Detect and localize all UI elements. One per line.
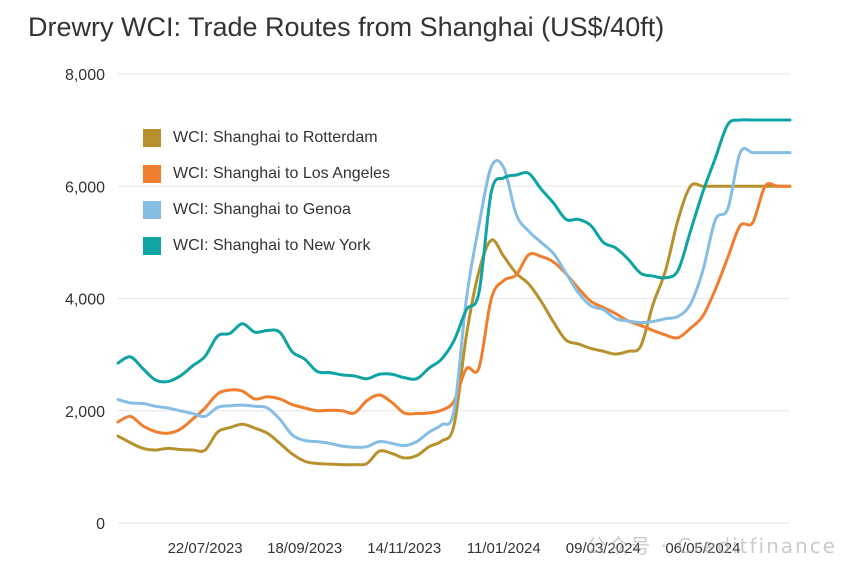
legend-label-genoa: WCI: Shanghai to Genoa — [173, 201, 351, 218]
x-tick-label: 09/03/2024 — [566, 540, 641, 557]
legend-label-los-angeles: WCI: Shanghai to Los Angeles — [173, 165, 391, 182]
y-tick-label: 2,000 — [65, 404, 105, 421]
legend-item-los-angeles[interactable]: WCI: Shanghai to Los Angeles — [143, 156, 390, 192]
legend-item-rotterdam[interactable]: WCI: Shanghai to Rotterdam — [143, 120, 390, 156]
y-tick-label: 8,000 — [65, 67, 105, 84]
series-line-new-york — [116, 118, 792, 384]
chart-legend: WCI: Shanghai to Rotterdam WCI: Shanghai… — [143, 120, 390, 264]
legend-swatch-genoa — [143, 201, 161, 219]
legend-item-new-york[interactable]: WCI: Shanghai to New York — [143, 228, 390, 264]
legend-swatch-new-york — [143, 237, 161, 255]
chart-title: Drewry WCI: Trade Routes from Shanghai (… — [28, 12, 665, 42]
series-line-rotterdam — [116, 182, 792, 467]
x-tick-label: 14/11/2023 — [367, 540, 441, 557]
y-tick-label: 0 — [96, 516, 105, 533]
legend-swatch-rotterdam — [143, 129, 161, 147]
y-tick-label: 4,000 — [65, 292, 105, 309]
x-axis: 22/07/2023 18/09/2023 14/11/2023 11/01/2024… — [168, 540, 741, 557]
watermark: 公众号 · Creditfinance — [586, 534, 837, 558]
y-tick-label: 6,000 — [65, 179, 105, 196]
x-tick-label: 18/09/2023 — [267, 540, 342, 557]
x-tick-label: 06/05/2024 — [665, 540, 740, 557]
y-axis: 0 2,000 4,000 6,000 8,000 — [65, 67, 105, 533]
legend-swatch-los-angeles — [143, 165, 161, 183]
series-line-genoa — [116, 146, 792, 449]
x-tick-label: 22/07/2023 — [168, 540, 243, 557]
x-tick-label: 11/01/2024 — [467, 540, 541, 557]
legend-item-genoa[interactable]: WCI: Shanghai to Genoa — [143, 192, 390, 228]
legend-label-rotterdam: WCI: Shanghai to Rotterdam — [173, 129, 378, 146]
legend-label-new-york: WCI: Shanghai to New York — [173, 237, 371, 254]
chart-series — [116, 118, 792, 467]
